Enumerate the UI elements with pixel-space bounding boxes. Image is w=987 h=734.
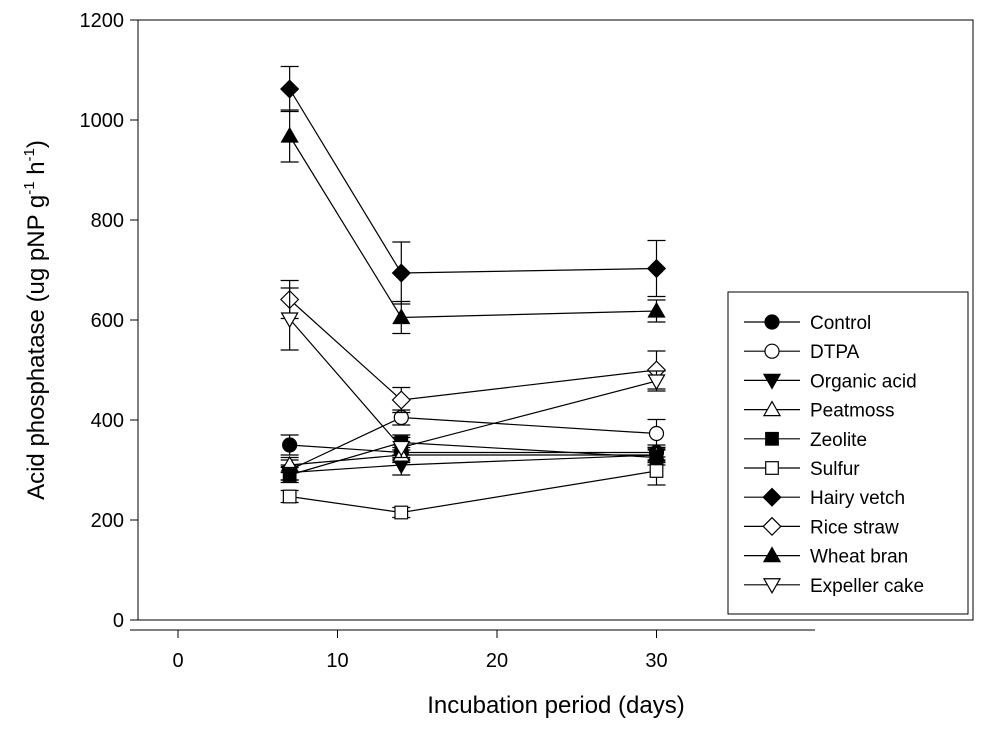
data-point [282,489,297,504]
series-line [289,318,657,449]
legend-marker [762,578,782,595]
legend-label: DTPA [810,342,860,363]
x-axis: 0 10 20 30 [172,630,668,672]
legend-item-sulfur: Sulfur [744,459,860,480]
data-point [649,464,664,478]
data-point [647,374,666,391]
data-point [391,390,411,410]
legend-label: Control [810,313,871,334]
legend-item-organic-acid: Organic acid [744,371,917,392]
y-tick-label: 200 [91,510,124,532]
legend-item-hairy-vetch: Hairy vetch [744,487,905,509]
data-point [392,308,411,325]
data-point [394,505,409,520]
data-point [280,79,300,99]
series-rice-straw [280,279,667,414]
legend-item-rice-straw: Rice straw [744,516,899,538]
x-tick-label: 20 [486,650,508,672]
legend: Control DTPA Organic acid Peatmoss Zeolite Su… [727,291,969,615]
legend-label: Organic acid [810,371,917,392]
data-point [646,258,667,279]
x-tick-label: 30 [645,650,667,672]
legend-item-dtpa: DTPA [744,342,860,363]
y-tick-label: 400 [91,410,124,432]
x-axis-title: Incubation period (days) [427,692,684,719]
series-line [289,441,657,476]
data-point [648,425,665,442]
series-wheat-bran [280,109,666,335]
y-tick-label: 0 [113,610,124,632]
series-sulfur [280,456,666,520]
legend-label: Peatmoss [810,401,894,422]
series-layer [280,65,667,520]
legend-marker [762,400,782,417]
series-hairy-vetch [280,65,667,305]
x-tick-label: 10 [326,650,348,672]
legend-label: Sulfur [810,459,860,480]
legend-marker [762,546,782,563]
data-point [647,301,666,318]
series-line [289,299,657,401]
data-point [280,126,299,143]
legend-label: Rice straw [810,517,899,538]
series-line [289,135,657,319]
y-tick-label: 800 [91,210,124,232]
data-point [280,312,299,329]
x-tick-label: 0 [172,650,183,672]
legend-item-zeolite: Zeolite [744,430,867,451]
legend-label: Expeller cake [810,576,924,597]
y-tick-label: 1000 [80,110,125,132]
data-point [282,468,297,482]
legend-marker [765,431,779,446]
series-zeolite [280,434,666,484]
legend-item-control: Control [744,313,871,334]
legend-label: Zeolite [810,430,867,451]
data-point [392,440,411,457]
data-point [282,437,298,453]
y-tick-label: 1200 [80,10,125,32]
legend-marker [764,314,780,330]
series-line [289,454,657,466]
y-tick-label: 600 [91,310,124,332]
legend-marker [762,373,782,390]
legend-label: Wheat bran [810,547,908,568]
legend-item-peatmoss: Peatmoss [744,400,894,422]
data-point [391,263,411,283]
series-line [289,88,657,274]
legend-marker [764,343,780,359]
y-axis: 0 200 400 600 800 1000 1200 [80,10,138,632]
y-axis-title: Acid phosphatase (ug pNP g-1 h-1) [21,140,50,500]
legend-label: Hairy vetch [810,488,905,509]
legend-marker [762,487,782,507]
legend-item-wheat-bran: Wheat bran [744,546,908,568]
legend-item-expeller-cake: Expeller cake [744,576,924,597]
series-line [289,454,657,474]
series-line [289,470,657,514]
legend-marker [762,516,782,536]
legend-marker [765,461,779,475]
series-expeller-cake [280,287,666,459]
